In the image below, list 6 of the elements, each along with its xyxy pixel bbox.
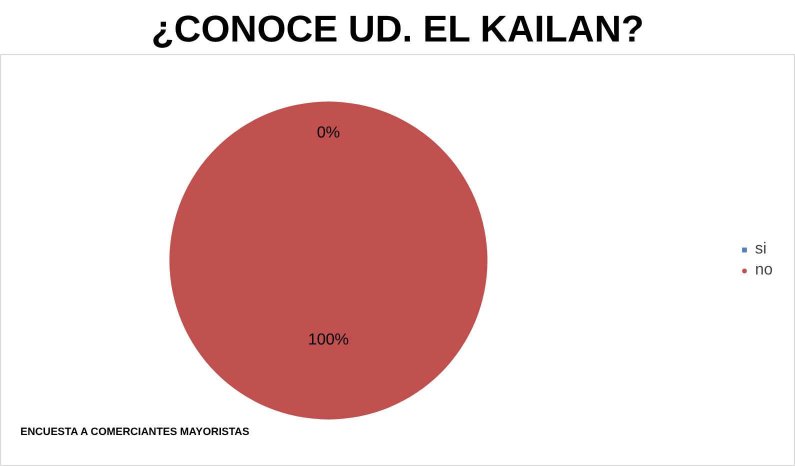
legend-label: si xyxy=(755,240,768,258)
chart-title: ¿CONOCE UD. EL KAILAN? xyxy=(151,8,644,50)
text: ENCUESTA A COMERCIANTES MAYORISTAS xyxy=(20,426,250,438)
legend-label: no xyxy=(755,262,774,280)
text: 0% xyxy=(316,124,340,142)
data-label: 100% xyxy=(308,332,349,349)
